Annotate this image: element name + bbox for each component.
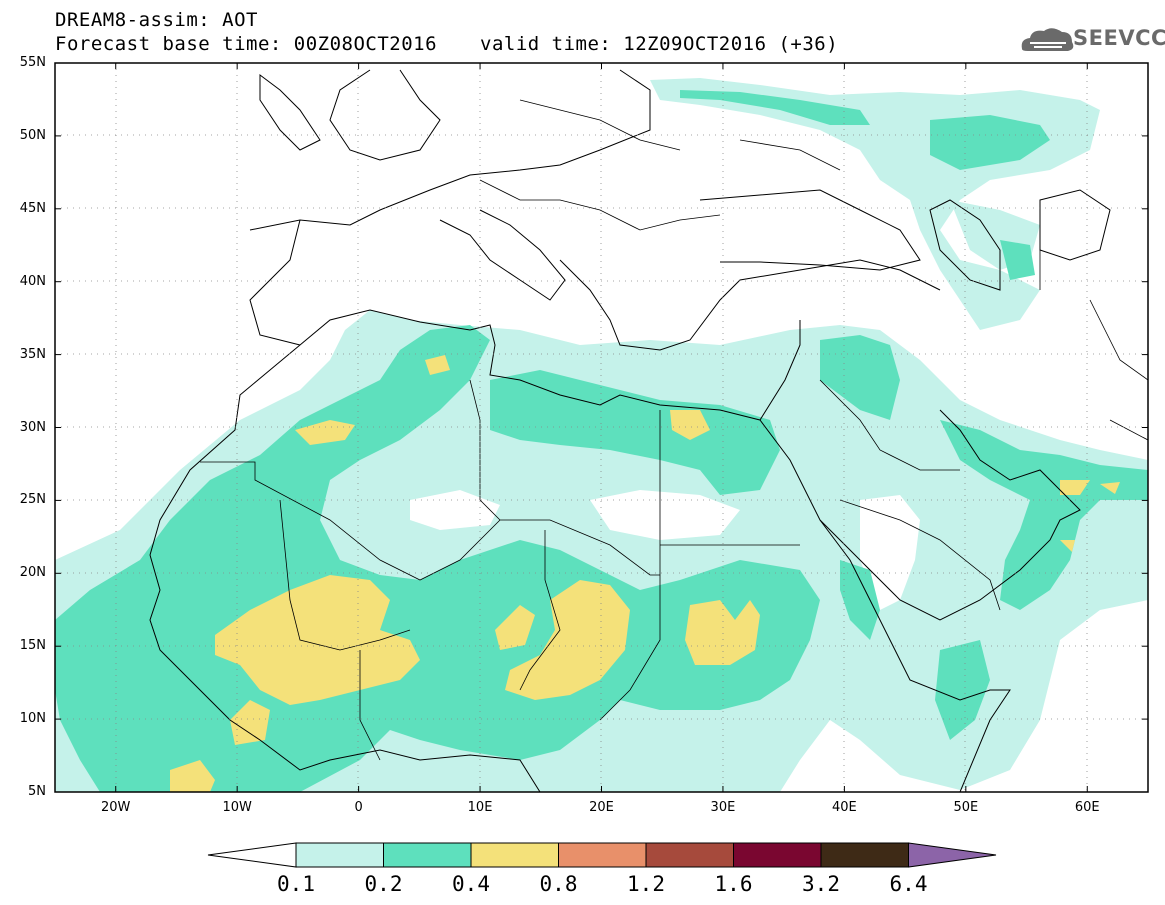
valid-time: valid time: 12Z09OCT2016 (+36): [480, 33, 839, 55]
lat-label: 10N: [19, 711, 46, 727]
lat-label: 35N: [19, 346, 46, 362]
lon-label: 60E: [1074, 800, 1100, 815]
lat-label: 40N: [19, 273, 46, 289]
graticule: [55, 63, 1148, 792]
aot-level-0.4: [170, 355, 1120, 792]
colorbar-segment: [733, 842, 822, 868]
colorbar-label: 0.4: [452, 872, 490, 896]
lat-label: 50N: [19, 127, 46, 143]
colorbar-segment: [470, 842, 559, 868]
colorbar-label: 0.8: [539, 872, 578, 896]
colorbar-label: 0.1: [277, 872, 315, 896]
cloud-logo-icon: [1021, 28, 1074, 51]
colorbar-label: 0.2: [364, 872, 403, 896]
lon-label: 50E: [953, 800, 979, 815]
colorbar-label: 6.4: [889, 872, 928, 896]
lon-label: 30E: [710, 800, 736, 815]
lon-label: 10E: [467, 800, 493, 815]
forecast-base-time: Forecast base time: 00Z08OCT2016: [55, 33, 438, 55]
map-title: DREAM8-assim: AOT: [55, 9, 258, 31]
lon-label: 10W: [222, 800, 252, 815]
colorbar-segment: [645, 842, 734, 868]
lon-label: 20W: [101, 800, 131, 815]
lat-label: 5N: [28, 784, 46, 799]
lat-label: 25N: [19, 492, 46, 508]
lon-label: 0: [354, 800, 363, 815]
lat-label: 15N: [19, 638, 46, 654]
colorbar-segment: [820, 842, 909, 868]
colorbar-label: 1.2: [627, 872, 665, 896]
lat-label: 45N: [19, 200, 46, 216]
logo-text: SEEVCCC: [1073, 26, 1165, 50]
colorbar-over-triangle: [908, 842, 997, 868]
colorbar-segment: [383, 842, 472, 868]
colorbar-label: 3.2: [802, 872, 840, 896]
lon-label: 40E: [831, 800, 857, 815]
lon-label: 20E: [589, 800, 614, 815]
lat-label: 55N: [19, 55, 46, 70]
colorbar-label: 1.6: [714, 872, 753, 896]
colorbar-under-triangle: [207, 842, 297, 868]
lat-label: 30N: [19, 419, 46, 435]
colorbar-segment: [558, 842, 647, 868]
lat-label: 20N: [19, 565, 46, 581]
axis-ticks: [55, 62, 1148, 793]
colorbar-segment: [295, 842, 384, 868]
colorbar: [207, 842, 997, 868]
coastlines: [149, 69, 1111, 792]
